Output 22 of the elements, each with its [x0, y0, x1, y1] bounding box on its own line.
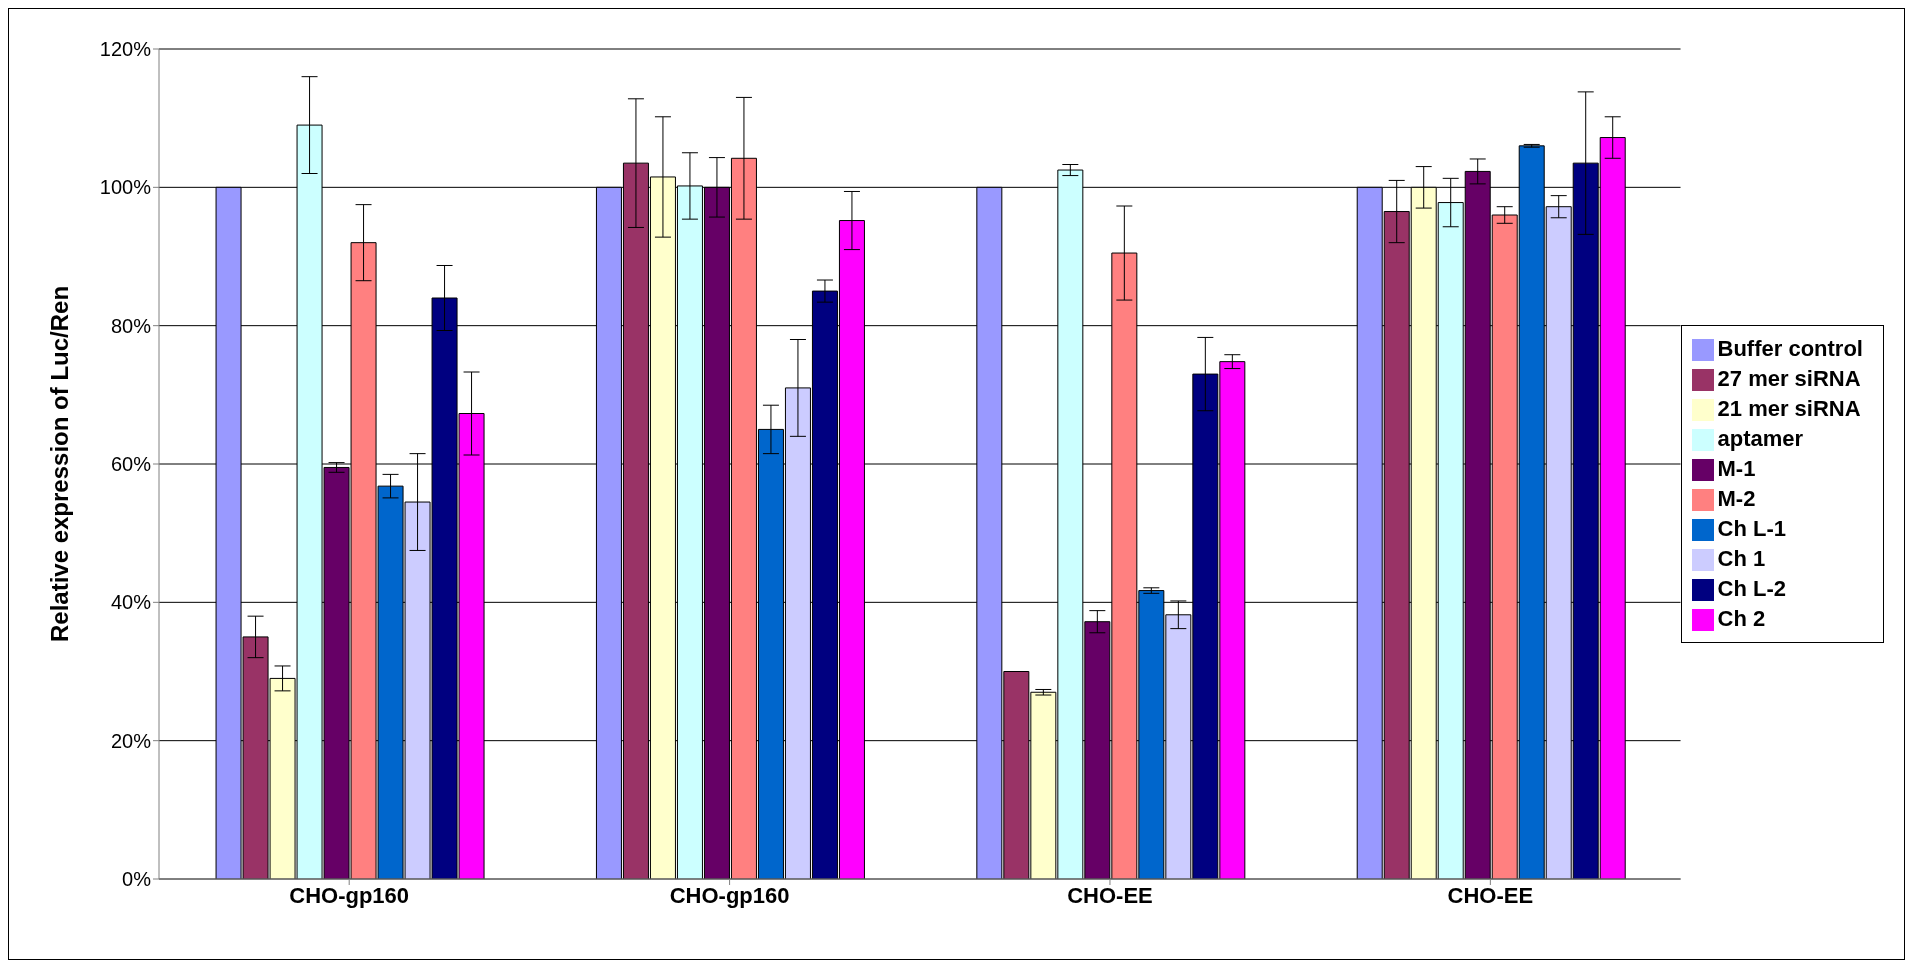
y-tick-label: 100%	[99, 176, 152, 199]
legend-label: 27 mer siRNA	[1717, 366, 1861, 391]
y-tick-label: 40%	[110, 591, 152, 614]
legend-label: Ch 1	[1717, 546, 1766, 571]
x-tick-label: CHO-gp160	[289, 882, 410, 908]
x-tick-label: CHO-EE	[1067, 882, 1153, 908]
y-axis-title: Relative expression of Luc/Ren	[45, 285, 73, 643]
legend-label: aptamer	[1717, 426, 1804, 451]
legend-label: M-1	[1717, 456, 1756, 481]
x-tick-label: CHO-EE	[1447, 882, 1534, 908]
y-tick-label: 0%	[122, 868, 152, 891]
legend-label: Ch L-2	[1717, 576, 1786, 601]
legend-label: Buffer control	[1717, 336, 1863, 361]
legend-label: M-2	[1717, 486, 1756, 511]
legend-label: Ch L-1	[1717, 516, 1786, 541]
y-tick-label: 20%	[110, 729, 152, 752]
legend-label: Ch 2	[1717, 606, 1766, 631]
y-tick-label: 80%	[110, 314, 152, 337]
legend-label: 21 mer siRNA	[1717, 396, 1861, 421]
y-tick-label: 60%	[110, 453, 152, 476]
x-tick-label: CHO-gp160	[669, 882, 790, 908]
y-tick-label: 120%	[99, 38, 152, 61]
